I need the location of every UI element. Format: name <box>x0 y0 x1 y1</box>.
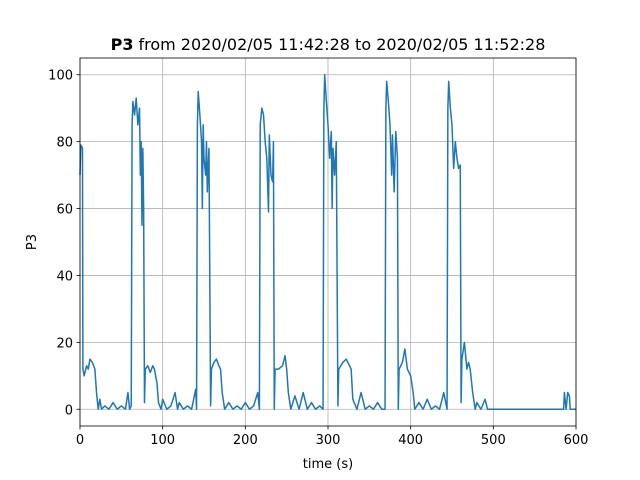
y-tick-label: 20 <box>56 336 73 351</box>
x-axis-label: time (s) <box>303 457 353 472</box>
x-tick-label: 300 <box>316 433 341 448</box>
title-rest: from 2020/02/05 11:42:28 to 2020/02/05 1… <box>138 35 545 54</box>
x-tick-label: 400 <box>398 433 423 448</box>
y-axis-label: P3 <box>25 234 40 250</box>
x-tick-label: 0 <box>76 433 84 448</box>
x-tick-label: 200 <box>233 433 258 448</box>
plot-frame <box>79 57 577 427</box>
y-tick-label: 0 <box>65 403 73 418</box>
title-bold: P3 <box>111 35 134 54</box>
chart-title: P3 from 2020/02/05 11:42:28 to 2020/02/05… <box>111 35 546 54</box>
y-tick-label: 40 <box>56 269 73 284</box>
x-tick-label: 600 <box>564 433 589 448</box>
x-tick-label: 500 <box>481 433 506 448</box>
y-tick-label: 80 <box>56 136 73 151</box>
y-tick-label: 60 <box>56 203 73 218</box>
data-line <box>79 73 576 411</box>
x-tick-label: 100 <box>150 433 175 448</box>
y-tick-label: 100 <box>48 69 73 84</box>
